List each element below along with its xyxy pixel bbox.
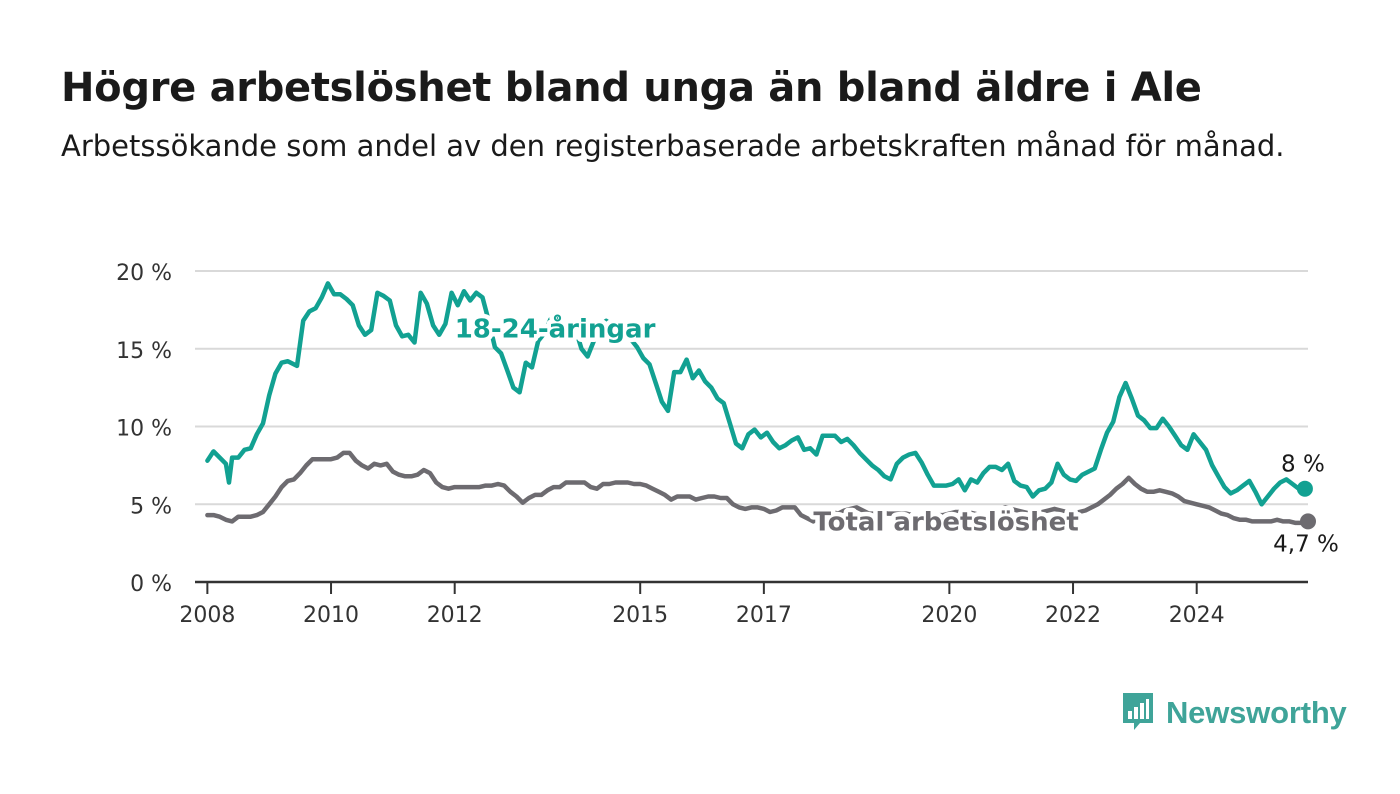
series-label-total: Total arbetslöshet (813, 507, 1078, 537)
chart-subtitle: Arbetssökande som andel av den registerb… (61, 129, 1285, 163)
x-tick-label: 2012 (427, 603, 483, 628)
x-tick-label: 2015 (612, 603, 668, 628)
end-dot-total (1300, 513, 1316, 530)
end-dot-youth (1296, 480, 1313, 497)
x-tick-label: 2020 (921, 603, 977, 628)
series-label-youth: 18-24-åringar (455, 313, 656, 345)
series-line-total (205, 450, 1311, 526)
y-tick-label: 15 % (116, 339, 172, 364)
end-label-youth: 8 % (1281, 452, 1325, 478)
newsworthy-bar-chart-speech-bubble-icon (1123, 693, 1153, 730)
series-line-youth (205, 281, 1308, 507)
end-label-total: 4,7 % (1273, 531, 1339, 557)
y-tick-label: 20 % (116, 261, 172, 286)
x-tick-label: 2024 (1169, 603, 1225, 628)
y-tick-label: 0 % (130, 572, 172, 597)
x-tick-label: 2008 (179, 603, 235, 628)
x-tick-label: 2010 (303, 603, 359, 628)
brand-name: Newsworthy (1166, 695, 1347, 730)
x-tick-label: 2017 (736, 603, 792, 628)
newsworthy-logo: Newsworthy (1120, 690, 1347, 736)
y-tick-label: 10 % (116, 417, 172, 442)
y-tick-label: 5 % (130, 494, 172, 519)
chart-title: Högre arbetslöshet bland unga än bland ä… (61, 65, 1202, 111)
x-tick-label: 2022 (1045, 603, 1101, 628)
